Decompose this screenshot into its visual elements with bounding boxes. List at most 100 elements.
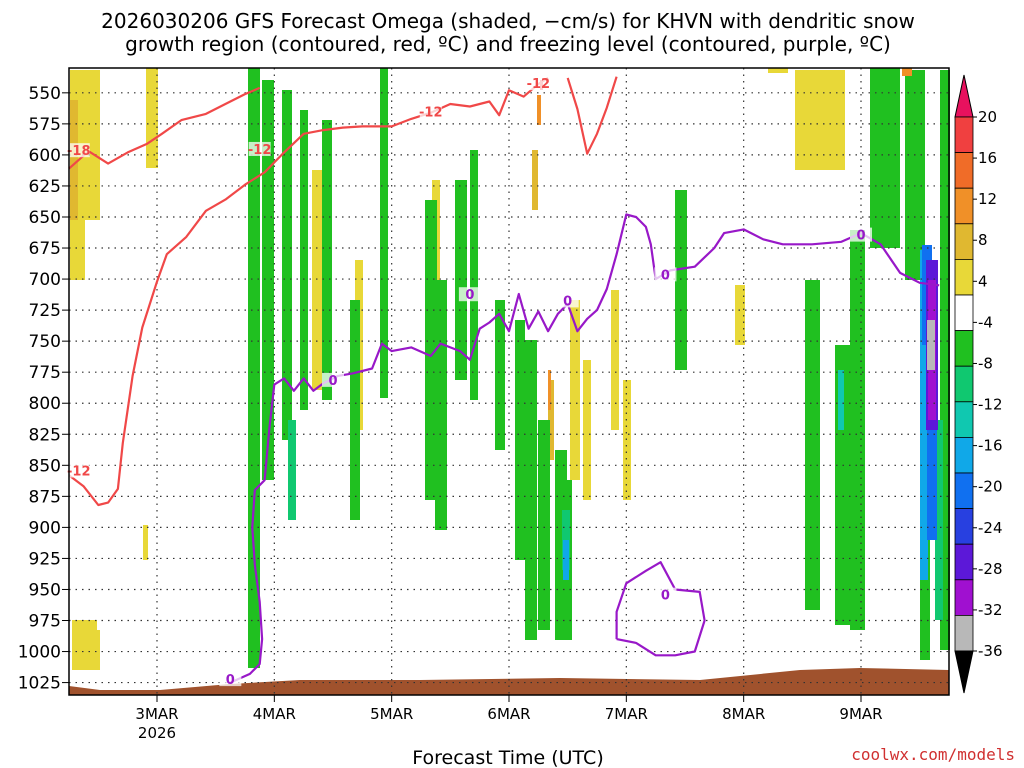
omega-shade-cell [282, 90, 292, 440]
omega-shade-cell [435, 280, 447, 530]
colorbar-segment [954, 116, 974, 153]
colorbar-tick-label: -24 [978, 519, 1003, 537]
omega-shade-cell [525, 340, 537, 640]
omega-shade-cell [495, 300, 505, 450]
y-tick-label: 600 [29, 146, 61, 166]
colorbar-segment [954, 543, 974, 581]
freezing-level-contour-label: 0 [328, 374, 337, 389]
colorbar-tick-label: -28 [978, 560, 1003, 578]
omega-shade-cell [515, 320, 525, 560]
omega-shade-cell [537, 95, 541, 125]
y-tick-label: 625 [29, 177, 61, 197]
freezing-level-contour-label: 0 [661, 589, 670, 604]
y-tick-label: 1000 [18, 643, 61, 663]
x-tick-label: 6MAR [487, 705, 530, 723]
omega-shade-cell [143, 525, 148, 560]
y-tick-label: 650 [29, 208, 61, 228]
freezing-level-label-bg [458, 287, 481, 302]
colorbar-segment [954, 258, 974, 296]
x-tick-label: 9MAR [839, 705, 882, 723]
colorbar-tick-label: 16 [978, 149, 997, 167]
omega-shade-cell [870, 68, 900, 248]
colorbar-tick-label: -36 [978, 642, 1003, 660]
freezing-level-label-bg [322, 372, 344, 387]
freezing-level-label-bg [850, 227, 872, 242]
freezing-level-contour-label: 0 [661, 268, 670, 283]
omega-shade-cell [538, 420, 550, 630]
dendritic-snow-growth-region-contour [68, 86, 261, 170]
y-tick-label: 675 [29, 239, 61, 259]
colorbar-bottom-arrow [954, 650, 974, 694]
omega-shade-cell [927, 420, 937, 540]
omega-shade-cell [935, 420, 943, 620]
omega-shade-cell [570, 300, 580, 480]
dendritic-snow-growth-region-label-bg [67, 143, 90, 158]
omega-shade-cell [940, 70, 950, 650]
dendritic-snow-growth-region-label-bg [419, 104, 442, 119]
colorbar-tick-label: -4 [978, 313, 993, 331]
colorbar: 20 16 12 8 4 -4 -8 -12 -16 -20 -24 -28 -32 -36 [954, 74, 1003, 694]
dendritic-snow-growth-region-contour-label: -18 [67, 144, 91, 159]
omega-shade-cell [563, 540, 569, 580]
freezing-level-contour-label: 0 [563, 294, 572, 309]
omega-shade-cell [322, 120, 332, 400]
dendritic-snow-growth-region-contour-label: -12 [419, 106, 443, 121]
colorbar-tick-label: -16 [978, 437, 1003, 455]
colorbar-segment [954, 508, 974, 545]
omega-shade-cell [146, 68, 158, 168]
omega-shade-cell [927, 320, 935, 370]
omega-shade-cell [735, 285, 745, 345]
y-tick-label: 725 [29, 301, 61, 321]
omega-shade-cell [623, 380, 631, 500]
colorbar-segment [954, 294, 974, 331]
colorbar-tick-label: 4 [978, 272, 988, 290]
x-tick-label: 7MAR [605, 705, 648, 723]
omega-shading [69, 68, 950, 695]
colorbar-segment [954, 152, 974, 189]
axes: 550 575 600 625 650 675 700 725 750 775 800 825 850 8… [18, 67, 950, 742]
y-tick-label: 700 [29, 270, 61, 290]
x-axis-label: Forecast Time (UTC) [412, 747, 603, 768]
dendritic-snow-growth-region-label-bg [527, 76, 550, 91]
colorbar-tick-label: -12 [978, 396, 1003, 414]
y-tick-label: 775 [29, 363, 61, 383]
y-tick-label: 550 [29, 84, 61, 104]
y-tick-label: 800 [29, 394, 61, 414]
omega-shade-cell [905, 70, 925, 280]
colorbar-tick-label: -8 [978, 354, 993, 372]
colorbar-tick-label: -32 [978, 601, 1003, 619]
y-tick-label: 750 [29, 332, 61, 352]
omega-shade-cell [583, 360, 591, 500]
dendritic-snow-growth-region-contour-label: -12 [527, 77, 551, 92]
omega-shade-cell [920, 250, 928, 580]
site-credit: coolwx.com/models [851, 745, 1015, 764]
omega-shade-cell [532, 150, 538, 210]
omega-shade-cell [548, 370, 551, 410]
omega-shade-cell [288, 420, 296, 520]
x-tick-label: 3MAR [135, 705, 178, 723]
omega-shade-cell [768, 68, 788, 73]
omega-shade-cell [470, 150, 478, 400]
omega-shade-cell [902, 68, 912, 76]
dendritic-snow-growth-region-label-bg [67, 463, 90, 478]
omega-shade-cell [300, 110, 308, 410]
omega-shade-cell [380, 68, 388, 398]
terrain-fill [69, 668, 949, 695]
omega-shade-cell [850, 230, 865, 630]
dendritic-snow-growth-region-contour-label: -12 [248, 143, 272, 158]
freezing-level-contour-label: 0 [465, 288, 474, 303]
freezing-level-contour-label: 0 [856, 229, 865, 244]
omega-shade-cell [72, 620, 97, 670]
omega-shade-cell [262, 80, 274, 480]
freezing-level-label-bg [219, 672, 242, 687]
omega-shade-cell [350, 300, 360, 520]
freezing-level-contour-label: 0 [226, 673, 235, 688]
y-tick-label: 1025 [18, 674, 61, 694]
omega-shade-cell [838, 370, 844, 430]
y-tick-label: 850 [29, 456, 61, 476]
plot-frame [68, 67, 950, 696]
freezing-level-label-bg [556, 293, 579, 308]
colorbar-tick-label: 8 [978, 231, 988, 249]
